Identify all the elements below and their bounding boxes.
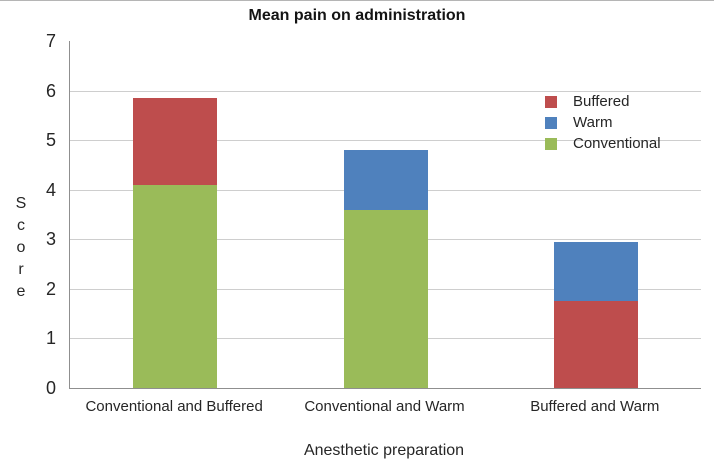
y-tick-label: 4 <box>45 179 56 200</box>
legend-item: Conventional <box>545 133 661 154</box>
y-tick-label: 3 <box>45 229 56 250</box>
legend: Buffered Warm Conventional <box>545 91 661 154</box>
x-category-label: Conventional and Buffered <box>85 398 263 415</box>
y-axis-title-letter: e <box>16 283 26 300</box>
bar-segment-buffered <box>133 98 218 185</box>
legend-swatch-icon <box>545 116 557 129</box>
y-tick-label: 0 <box>45 378 56 398</box>
y-tick-label: 2 <box>45 278 56 299</box>
y-tick-label: 5 <box>45 130 56 151</box>
bar-segment-conventional <box>133 184 218 388</box>
y-axis-title-letter: r <box>18 261 24 278</box>
legend-label: Buffered <box>573 93 630 110</box>
y-tick-label: 7 <box>45 31 56 51</box>
y-axis-title-letter: S <box>15 195 27 212</box>
y-tick-label: 6 <box>45 80 56 101</box>
y-tick-label: 1 <box>45 328 56 349</box>
gridline <box>70 140 701 142</box>
x-category-label: Buffered and Warm <box>530 398 660 415</box>
chart-title: Mean pain on administration <box>248 7 466 24</box>
bar-segment-warm <box>553 241 638 302</box>
legend-swatch-icon <box>545 137 557 150</box>
y-axis-title-letter: o <box>16 239 26 256</box>
bar-segment-buffered <box>553 301 638 388</box>
legend-label: Conventional <box>573 135 661 152</box>
legend-item: Buffered <box>545 91 661 112</box>
legend-item: Warm <box>545 112 661 133</box>
legend-label: Warm <box>573 114 613 131</box>
bar-segment-warm <box>343 150 428 210</box>
x-category-label: Conventional and Warm <box>304 398 465 415</box>
bar-segment-conventional <box>343 209 428 388</box>
plot-area <box>69 41 701 389</box>
legend-swatch-icon <box>545 95 557 108</box>
y-axis-title-letter: c <box>17 217 25 234</box>
gridline <box>70 90 701 92</box>
x-axis-title: Anesthetic preparation <box>303 442 465 459</box>
